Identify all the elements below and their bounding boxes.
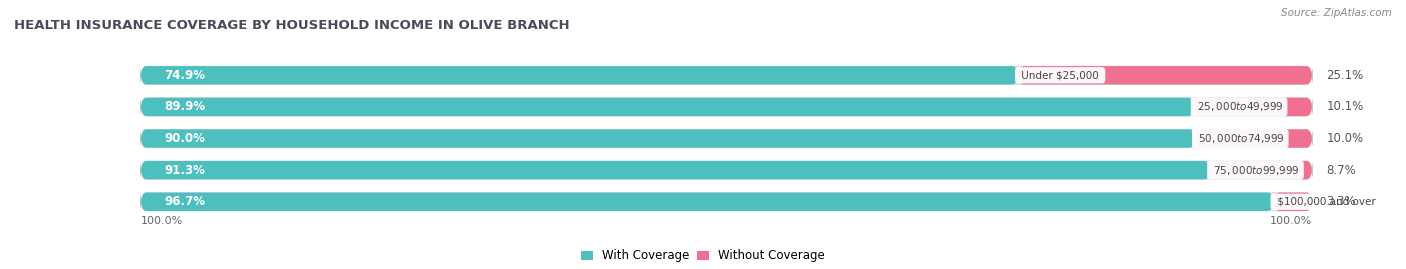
Text: 96.7%: 96.7% [165,195,205,208]
FancyBboxPatch shape [1018,66,1312,84]
Text: 90.0%: 90.0% [165,132,205,145]
FancyBboxPatch shape [1274,193,1312,211]
FancyBboxPatch shape [141,161,1211,179]
FancyBboxPatch shape [141,98,1194,116]
Text: HEALTH INSURANCE COVERAGE BY HOUSEHOLD INCOME IN OLIVE BRANCH: HEALTH INSURANCE COVERAGE BY HOUSEHOLD I… [14,19,569,32]
FancyBboxPatch shape [141,193,1312,211]
Legend: With Coverage, Without Coverage: With Coverage, Without Coverage [581,249,825,262]
Text: $25,000 to $49,999: $25,000 to $49,999 [1194,100,1284,114]
FancyBboxPatch shape [1195,129,1312,148]
FancyBboxPatch shape [141,129,1195,148]
Text: 10.1%: 10.1% [1326,100,1364,114]
Text: 74.9%: 74.9% [165,69,205,82]
Text: 25.1%: 25.1% [1326,69,1364,82]
Text: 89.9%: 89.9% [165,100,205,114]
Text: 8.7%: 8.7% [1326,164,1355,177]
FancyBboxPatch shape [1194,98,1312,116]
Text: $100,000 and over: $100,000 and over [1274,197,1379,207]
Text: 91.3%: 91.3% [165,164,205,177]
FancyBboxPatch shape [141,193,1274,211]
Text: 3.3%: 3.3% [1326,195,1355,208]
FancyBboxPatch shape [1211,161,1312,179]
FancyBboxPatch shape [141,161,1312,179]
FancyBboxPatch shape [141,129,1312,148]
Text: $75,000 to $99,999: $75,000 to $99,999 [1211,164,1301,177]
Text: $50,000 to $74,999: $50,000 to $74,999 [1195,132,1285,145]
Text: 10.0%: 10.0% [1326,132,1364,145]
Text: Source: ZipAtlas.com: Source: ZipAtlas.com [1281,8,1392,18]
Text: 100.0%: 100.0% [1270,217,1312,226]
FancyBboxPatch shape [141,98,1312,116]
Text: Under $25,000: Under $25,000 [1018,70,1102,80]
Text: 100.0%: 100.0% [141,217,183,226]
FancyBboxPatch shape [141,66,1018,84]
FancyBboxPatch shape [141,66,1312,84]
